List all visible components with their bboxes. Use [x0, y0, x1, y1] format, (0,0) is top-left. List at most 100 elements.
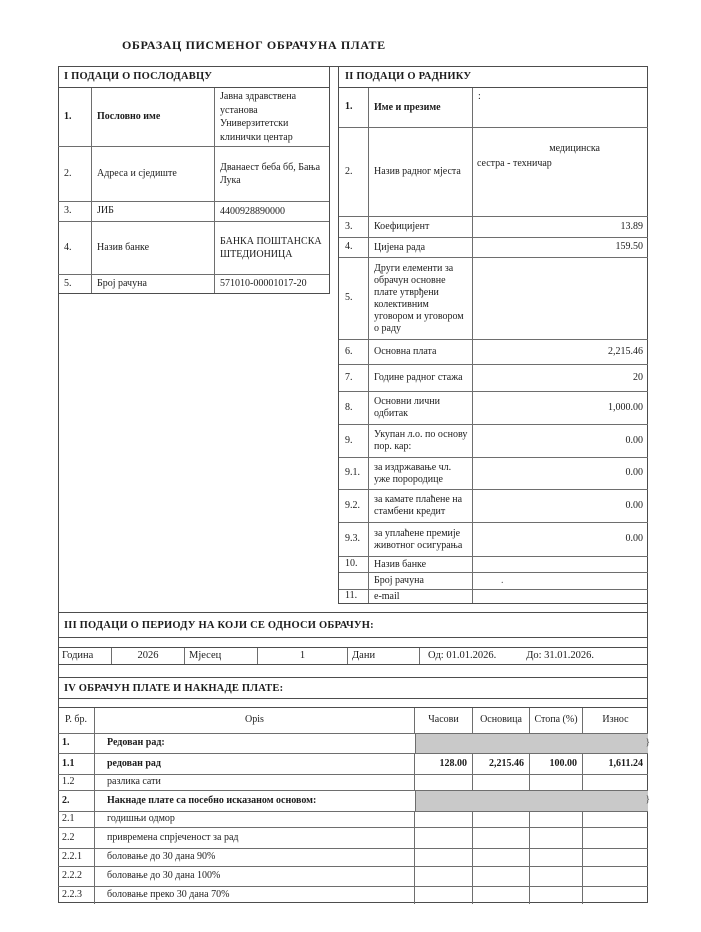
column-header: Стопа (%) — [530, 708, 583, 733]
rate-cell — [530, 849, 583, 866]
row-number: 9.1. — [339, 458, 369, 489]
row-label: Године радног стажа — [369, 365, 473, 391]
row-value: Јавна здравствена установа Универзитетск… — [220, 91, 297, 143]
row-label: за издржавање чл. уже порородице — [369, 458, 473, 489]
column-header: Opis — [95, 708, 415, 733]
row-number: 2.2 — [58, 828, 95, 848]
table-row: 2.2.3 боловање преко 30 дана 70% — [58, 887, 648, 904]
rate-cell — [530, 828, 583, 848]
row-value: Дванаест беба бб, Бања Лука — [220, 161, 321, 187]
row-value: 4400928890000 — [220, 205, 285, 217]
table-row: 10. Назив банке — [339, 557, 648, 573]
row-value: 2,215.46 — [608, 345, 643, 357]
row-description: редован рад — [95, 754, 415, 774]
row-number: 4. — [339, 238, 369, 257]
amount-cell — [583, 828, 648, 848]
row-label: Број рачуна — [92, 275, 215, 293]
row-label: Адреса и сједиште — [92, 147, 215, 201]
row-label: Назив радног мјеста — [369, 128, 473, 216]
section-i-heading: I ПОДАЦИ О ПОСЛОДАВЦУ — [58, 66, 330, 88]
month-value: 1 — [258, 648, 348, 664]
row-value — [473, 590, 648, 603]
row-number: 5. — [339, 258, 369, 339]
row-label: Други елементи за обрачун основне плате … — [369, 258, 473, 339]
month-label: Мјесец — [185, 648, 258, 664]
form-outer-frame — [58, 66, 648, 903]
hours-cell — [415, 867, 473, 886]
row-number: 2.2.2 — [58, 867, 95, 886]
row-number: 10. — [339, 557, 369, 572]
row-number: 7. — [339, 365, 369, 391]
section-ii-heading: II ПОДАЦИ О РАДНИКУ — [338, 66, 648, 88]
row-description: разлика сати — [95, 775, 415, 790]
row-label: Назив банке — [92, 222, 215, 274]
table-row: 6. Основна плата 2,215.46 — [339, 340, 648, 365]
row-label: Цијена рада — [369, 238, 473, 257]
hours-cell — [415, 887, 473, 904]
row-value: 0.00 — [625, 499, 644, 511]
row-label: Пословно име — [92, 88, 215, 146]
row-number: 1.2 — [58, 775, 95, 790]
table-row: 2.2 привремена спрјеченост за рад — [58, 828, 648, 849]
table-header-row: Р. бр. Opis Часови Основица Стопа (%) Из… — [58, 708, 648, 734]
table-row: Број рачуна . — [339, 573, 648, 590]
row-number: 9. — [339, 425, 369, 457]
employee-table: 1. Име и презиме : 2. Назив радног мјест… — [338, 88, 648, 604]
date-from: Од: 01.01.2026. — [428, 649, 497, 661]
amount-cell — [583, 887, 648, 904]
table-row: 2.1 годишњи одмор — [58, 812, 648, 828]
row-label: Основни лични одбитак — [369, 392, 473, 424]
table-row: 3. ЈИБ 4400928890000 — [58, 202, 329, 222]
row-value — [473, 557, 648, 572]
row-number: 2. — [58, 791, 95, 811]
days-label: Дани — [348, 648, 420, 664]
hours-cell — [415, 775, 473, 790]
date-to: До: 31.01.2026. — [526, 649, 595, 661]
base-cell — [473, 828, 530, 848]
row-number: 2. — [339, 128, 369, 216]
rate-cell: 100.00 — [530, 754, 583, 774]
row-value: медицинска сестра - техничар — [473, 128, 648, 216]
table-row: 7. Године радног стажа 20 — [339, 365, 648, 392]
row-description: боловање до 30 дана 90% — [95, 849, 415, 866]
row-label: Укупан л.о. по основу пор. кар: — [369, 425, 473, 457]
table-row: 2. Адреса и сједиште Дванаест беба бб, Б… — [58, 147, 329, 202]
table-row: 4. Назив банке БАНКА ПОШТАНСКА ШТЕДИОНИЦ… — [58, 222, 329, 275]
table-row: 9.3. за уплаћене премије животног осигур… — [339, 523, 648, 557]
table-row: 9. Укупан л.о. по основу пор. кар: 0.00 — [339, 425, 648, 458]
base-cell — [473, 775, 530, 790]
row-number: 6. — [339, 340, 369, 364]
clipped-value-fragment: } — [645, 794, 650, 804]
job-title-line1: медицинска — [549, 143, 600, 154]
year-value: 2026 — [112, 648, 185, 664]
row-value: 571010-00001017-20 — [220, 278, 307, 290]
row-label: e-mail — [369, 590, 473, 603]
rate-cell — [530, 887, 583, 904]
table-row: 2. Назив радног мјеста медицинска сестра… — [339, 128, 648, 217]
amount-cell — [583, 775, 648, 790]
base-cell: 2,215.46 — [473, 754, 530, 774]
row-value: 159.50 — [615, 241, 644, 253]
period-row: Година 2026 Мјесец 1 Дани Од: 01.01.2026… — [58, 647, 648, 665]
row-value — [473, 258, 648, 339]
row-value: 0.00 — [625, 467, 644, 479]
row-number: 9.2. — [339, 490, 369, 522]
table-row: 9.1. за издржавање чл. уже порородице 0.… — [339, 458, 648, 490]
row-number: 2.2.3 — [58, 887, 95, 904]
base-cell — [473, 849, 530, 866]
base-cell — [473, 887, 530, 904]
table-row: 5. Број рачуна 571010-00001017-20 — [58, 275, 329, 293]
base-cell — [473, 867, 530, 886]
row-number — [339, 573, 369, 589]
table-row: 5. Други елементи за обрачун основне пла… — [339, 258, 648, 340]
row-label: Назив банке — [369, 557, 473, 572]
row-number: 3. — [58, 202, 92, 221]
row-label: Основна плата — [369, 340, 473, 364]
base-cell — [473, 812, 530, 827]
amount-cell — [583, 849, 648, 866]
row-value: 13.89 — [620, 220, 644, 232]
row-value: . — [501, 574, 504, 586]
row-description: Редован рад: — [107, 737, 165, 749]
row-value: БАНКА ПОШТАНСКА ШТЕДИОНИЦА — [220, 235, 322, 261]
rate-cell — [530, 775, 583, 790]
